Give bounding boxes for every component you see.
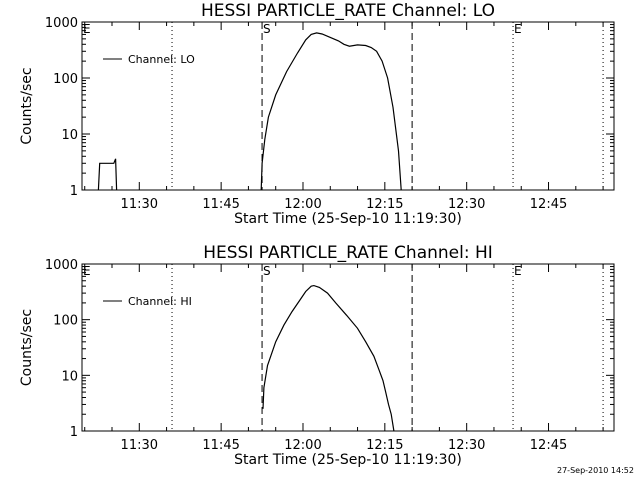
y-tick-label: 1 (70, 425, 78, 440)
chart-title: HESSI PARTICLE_RATE Channel: LO (201, 1, 495, 21)
y-tick-label: 1 (70, 184, 78, 199)
legend-label: Channel: LO (128, 53, 195, 66)
plot-frame (81, 21, 615, 191)
x-tick-label: 11:45 (202, 438, 239, 453)
x-tick-label: 11:30 (121, 438, 158, 453)
y-tick-label: 100 (53, 314, 78, 329)
x-tick-label: 11:45 (202, 197, 239, 212)
y-tick-label: 1000 (45, 16, 78, 31)
x-tick-label: 11:30 (121, 197, 158, 212)
event-marker-label: E (83, 264, 91, 278)
chart-panel-1: HESSI PARTICLE_RATE Channel: HI 1 10 100 100… (19, 243, 615, 468)
event-marker-label: S (263, 22, 271, 36)
event-marker-label: E (83, 22, 91, 36)
chart-panel-0: HESSI PARTICLE_RATE Channel: LO 1 10 100 100… (19, 1, 615, 227)
footer-timestamp: 27-Sep-2010 14:52 (557, 466, 634, 475)
x-tick-label: 12:00 (284, 438, 321, 453)
x-axis-label: Start Time (25-Sep-10 11:19:30) (234, 211, 462, 227)
plot-frame (81, 263, 615, 432)
event-marker-label: E (514, 264, 522, 278)
x-tick-label: 12:15 (366, 438, 403, 453)
y-axis-label: Counts/sec (19, 309, 35, 386)
x-tick-label: 12:15 (366, 197, 403, 212)
event-marker-label: S (263, 264, 271, 278)
series-line (260, 32, 402, 191)
x-tick-label: 12:45 (530, 438, 567, 453)
chart-title: HESSI PARTICLE_RATE Channel: HI (203, 243, 493, 263)
y-tick-label: 1000 (45, 258, 78, 273)
series-line (262, 284, 395, 432)
event-marker-label: E (514, 22, 522, 36)
x-axis-label: Start Time (25-Sep-10 11:19:30) (234, 452, 462, 468)
legend-label: Channel: HI (128, 295, 192, 308)
series-line (97, 158, 118, 191)
y-tick-label: 10 (61, 369, 78, 384)
x-tick-label: 12:30 (448, 197, 485, 212)
y-tick-label: 10 (61, 128, 78, 143)
x-tick-label: 12:00 (284, 197, 321, 212)
y-axis-label: Counts/sec (19, 67, 35, 144)
x-tick-label: 12:30 (448, 438, 485, 453)
y-tick-label: 100 (53, 72, 78, 87)
x-tick-label: 12:45 (530, 197, 567, 212)
